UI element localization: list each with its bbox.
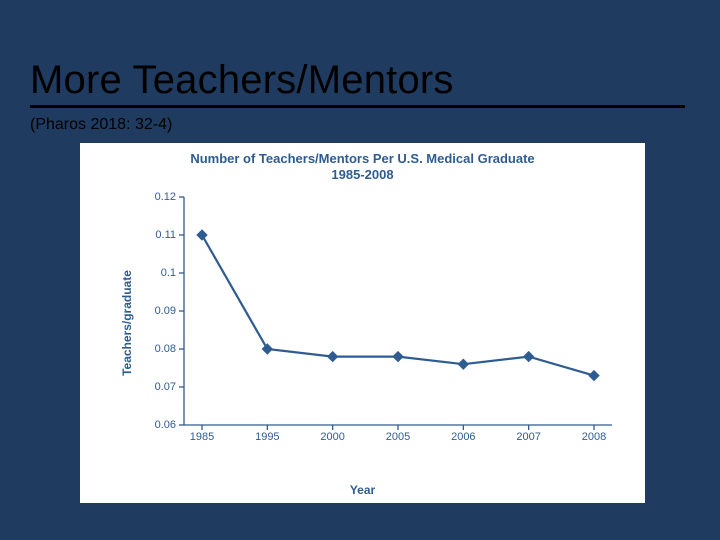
ytick-label: 0.06 (155, 419, 176, 431)
data-marker (262, 344, 272, 354)
chart-title-line2: 1985-2008 (331, 167, 393, 182)
ytick-label: 0.1 (161, 267, 176, 279)
xtick-label: 2000 (320, 431, 344, 443)
chart-ylabel: Teachers/graduate (120, 270, 134, 376)
data-marker (197, 230, 207, 240)
data-marker (524, 352, 534, 362)
ytick-label: 0.07 (155, 381, 176, 393)
slide-subtitle: (Pharos 2018: 32-4) (30, 116, 172, 134)
slide: More Teachers/Mentors (Pharos 2018: 32-4… (0, 0, 720, 540)
xtick-label: 2008 (582, 431, 606, 443)
ytick-label: 0.09 (155, 305, 176, 317)
data-marker (589, 371, 599, 381)
chart-panel: Number of Teachers/Mentors Per U.S. Medi… (80, 143, 645, 503)
chart-title: Number of Teachers/Mentors Per U.S. Medi… (80, 151, 645, 184)
data-marker (458, 359, 468, 369)
xtick-label: 2007 (516, 431, 540, 443)
data-marker (393, 352, 403, 362)
xtick-label: 2005 (386, 431, 410, 443)
chart-plot: 0.06 0.07 0.08 0.09 0.1 0.11 0.12 1985 1995 2000… (142, 191, 622, 453)
slide-title: More Teachers/Mentors (30, 58, 685, 108)
xtick-label: 1995 (255, 431, 279, 443)
chart-title-line1: Number of Teachers/Mentors Per U.S. Medi… (190, 151, 534, 166)
ytick-label: 0.12 (155, 191, 176, 203)
ytick-label: 0.08 (155, 343, 176, 355)
xtick-label: 2006 (451, 431, 475, 443)
data-marker (328, 352, 338, 362)
chart-xlabel: Year (80, 483, 645, 497)
xtick-label: 1985 (190, 431, 214, 443)
ytick-label: 0.11 (155, 229, 176, 241)
